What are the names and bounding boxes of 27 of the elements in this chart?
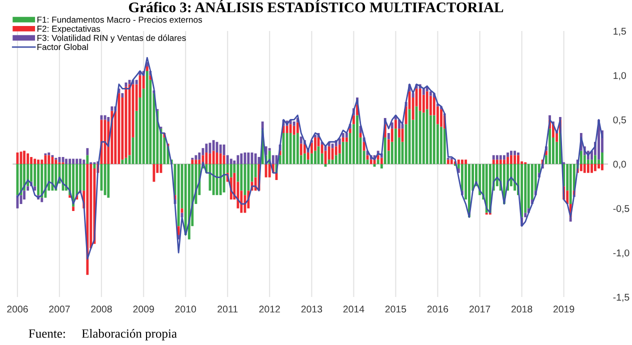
x-tick-label: 2006 — [7, 306, 28, 313]
legend-label: Factor Global — [37, 44, 88, 50]
x-tick-label: 2019 — [553, 306, 574, 313]
y-tick-label: -1,5 — [613, 294, 630, 302]
x-tick-label: 2008 — [91, 306, 112, 313]
chart-title: Gráfico 3: ANÁLISIS ESTADÍSTICO MULTIFACTORIAL — [128, 0, 504, 12]
legend-label: F3: Volatilidad RIN y Ventas de dólares — [37, 34, 186, 43]
x-tick-label: 2014 — [343, 306, 364, 313]
legend-label: F1: Fundamentos Macro - Precios externos — [37, 16, 202, 23]
legend-label: F2: Expectativas — [37, 25, 100, 34]
y-tick-label: -1,0 — [613, 249, 630, 258]
x-tick-label: 2013 — [301, 306, 322, 313]
x-tick-label: 2011 — [218, 306, 238, 313]
x-tick-label: 2009 — [133, 306, 154, 313]
x-tick-label: 2015 — [385, 306, 406, 313]
x-tick-label: 2007 — [49, 306, 70, 313]
x-tick-label: 2010 — [175, 306, 196, 313]
source-note: Fuente: Elaboración propia — [28, 328, 177, 340]
x-tick-label: 2016 — [427, 306, 448, 313]
y-tick-label: 0,5 — [613, 116, 626, 124]
x-tick-label: 2018 — [511, 306, 532, 313]
x-tick-label: 2017 — [469, 306, 490, 313]
x-tick-label: 2012 — [259, 306, 280, 313]
y-tick-label: 0,0 — [613, 160, 626, 169]
y-tick-label: -0,5 — [613, 205, 630, 214]
y-tick-label: 1,0 — [614, 72, 626, 80]
y-tick-label: 1,5 — [614, 28, 626, 36]
